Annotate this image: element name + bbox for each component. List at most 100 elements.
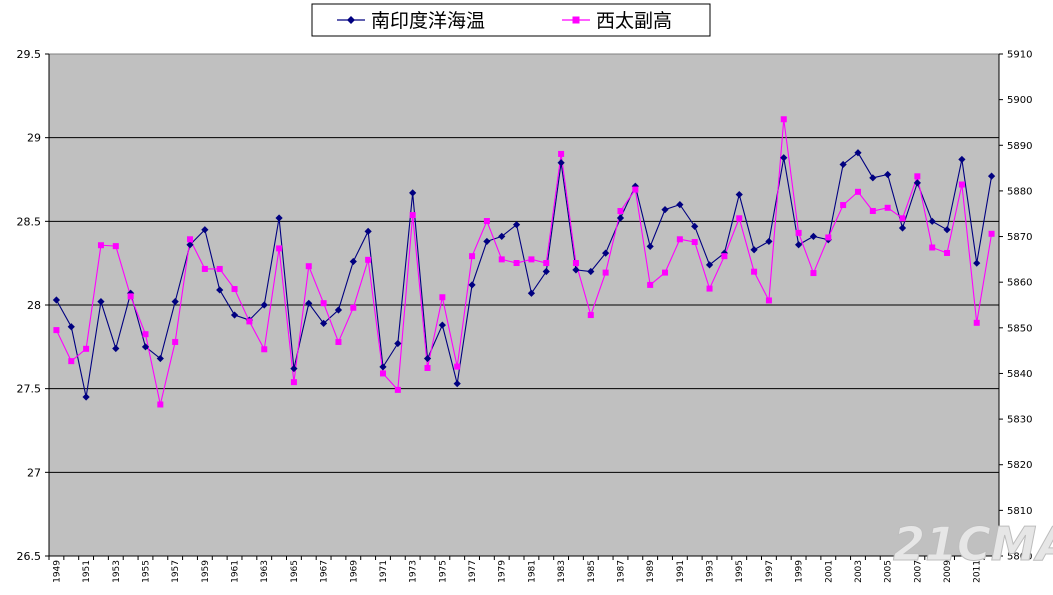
series-1-point (795, 241, 803, 249)
x-tick-label: 1965 (290, 560, 300, 583)
series-2-point (379, 370, 386, 377)
left-tick-label: 29 (27, 132, 41, 145)
series-2-point (83, 345, 90, 352)
x-tick-label: 2011 (973, 560, 983, 583)
series-1-point (394, 339, 402, 348)
x-tick-label: 1955 (141, 560, 151, 583)
series-2-point (439, 294, 446, 301)
x-tick-label: 2003 (854, 560, 864, 583)
series-2-point (973, 319, 980, 326)
series-1-point (809, 232, 818, 240)
x-tick-label: 2009 (943, 560, 953, 583)
right-tick-label: 5840 (1007, 369, 1032, 380)
series-1-point (527, 289, 536, 297)
x-tick-label: 1971 (379, 560, 389, 583)
series-2-point (513, 260, 520, 267)
x-tick-label: 1967 (320, 560, 330, 583)
series-2-point (246, 318, 253, 325)
series-1-point (67, 323, 75, 331)
x-tick-label: 1999 (795, 560, 805, 583)
left-tick-label: 26.5 (17, 550, 42, 563)
series-1-point (364, 227, 372, 235)
series-2-point (647, 281, 654, 288)
x-tick-label: 2007 (913, 560, 923, 583)
series-2-point (721, 253, 728, 260)
x-tick-label: 1987 (616, 560, 626, 583)
right-tick-label: 5870 (1007, 232, 1032, 243)
x-tick-label: 1995 (735, 560, 745, 583)
series-1-point (750, 246, 758, 254)
series-2-point (320, 300, 327, 307)
series-1-point (898, 224, 907, 232)
series-1-point (735, 190, 743, 199)
series-2-point (706, 285, 713, 292)
x-tick-label: 1979 (498, 560, 508, 583)
right-y-axis: 5800 5810 5820 5830 5840 5850 5860 5870 5880 5890… (998, 50, 1032, 563)
series-1-point (171, 298, 179, 306)
series-1-point (943, 226, 951, 234)
left-y-axis: 26.5 27 27.5 28 28.5 29 29.5 (17, 48, 50, 563)
series-1-point (512, 221, 521, 229)
series-1-point (572, 266, 580, 274)
series-1-point (557, 159, 565, 167)
series-1-point (720, 249, 728, 257)
series-1-point (616, 214, 625, 222)
series-2-point (261, 346, 268, 353)
series-2-point (142, 331, 149, 338)
series-2-point (216, 265, 223, 272)
series-1-point (691, 222, 699, 230)
series-2-point (543, 260, 550, 267)
x-tick-label: 1969 (349, 560, 359, 583)
x-tick-label: 2001 (824, 560, 834, 583)
left-tick-label: 27.5 (17, 383, 42, 396)
x-tick-label: 1949 (52, 560, 62, 583)
series-1-point (661, 206, 669, 214)
legend: 南印度洋海温 西太副高 (311, 3, 711, 37)
series-1-point (97, 298, 105, 306)
series-1-point (320, 319, 328, 328)
series-2-point (587, 312, 594, 319)
x-tick-label: 1977 (468, 560, 478, 583)
series-1-point (453, 380, 461, 388)
legend-marker-square-icon (572, 16, 580, 24)
series-2-point (231, 286, 238, 293)
series-2-point (810, 270, 817, 277)
x-tick-label: 2005 (884, 560, 894, 583)
series-1-point (705, 261, 714, 269)
x-tick-label: 1973 (409, 560, 419, 583)
left-tick-label: 28.5 (17, 215, 42, 228)
x-tick-label: 1951 (82, 560, 92, 583)
x-axis: 1949 1951 1953 1955 1957 1959 1961 1963 1965 1967… (48, 555, 1000, 583)
series-1-point (52, 296, 61, 304)
x-tick-label: 1985 (587, 560, 597, 583)
x-tick-label: 1993 (706, 560, 716, 583)
series-lines (55, 119, 993, 405)
series-1-point (780, 154, 788, 162)
series-2-point (854, 188, 861, 195)
series-line-2 (55, 119, 993, 405)
series-2-point (795, 229, 802, 236)
series-2-point (483, 218, 490, 225)
right-tick-label: 5900 (1007, 95, 1032, 106)
series-2-point (617, 207, 624, 214)
series-2-point (751, 268, 758, 275)
series-2-point (988, 230, 995, 237)
right-tick-label: 5850 (1007, 323, 1032, 334)
x-tick-label: 1953 (112, 560, 122, 583)
x-tick-label: 1957 (171, 560, 181, 583)
series-1-point (409, 189, 417, 197)
series-2-point (780, 116, 787, 123)
series-1-point (349, 257, 357, 266)
series-markers (52, 116, 996, 408)
legend-label-series-2: 西太副高 (596, 10, 672, 32)
series-2-point (469, 253, 476, 260)
x-tick-label: 1961 (231, 560, 241, 583)
right-tick-label: 5890 (1007, 141, 1032, 152)
series-1-point (82, 393, 90, 401)
left-tick-label: 27 (27, 466, 41, 479)
series-1-point (216, 286, 224, 294)
legend-label-series-1: 南印度洋海温 (371, 10, 485, 32)
series-1-point (646, 242, 654, 251)
x-tick-label: 1983 (557, 560, 567, 583)
